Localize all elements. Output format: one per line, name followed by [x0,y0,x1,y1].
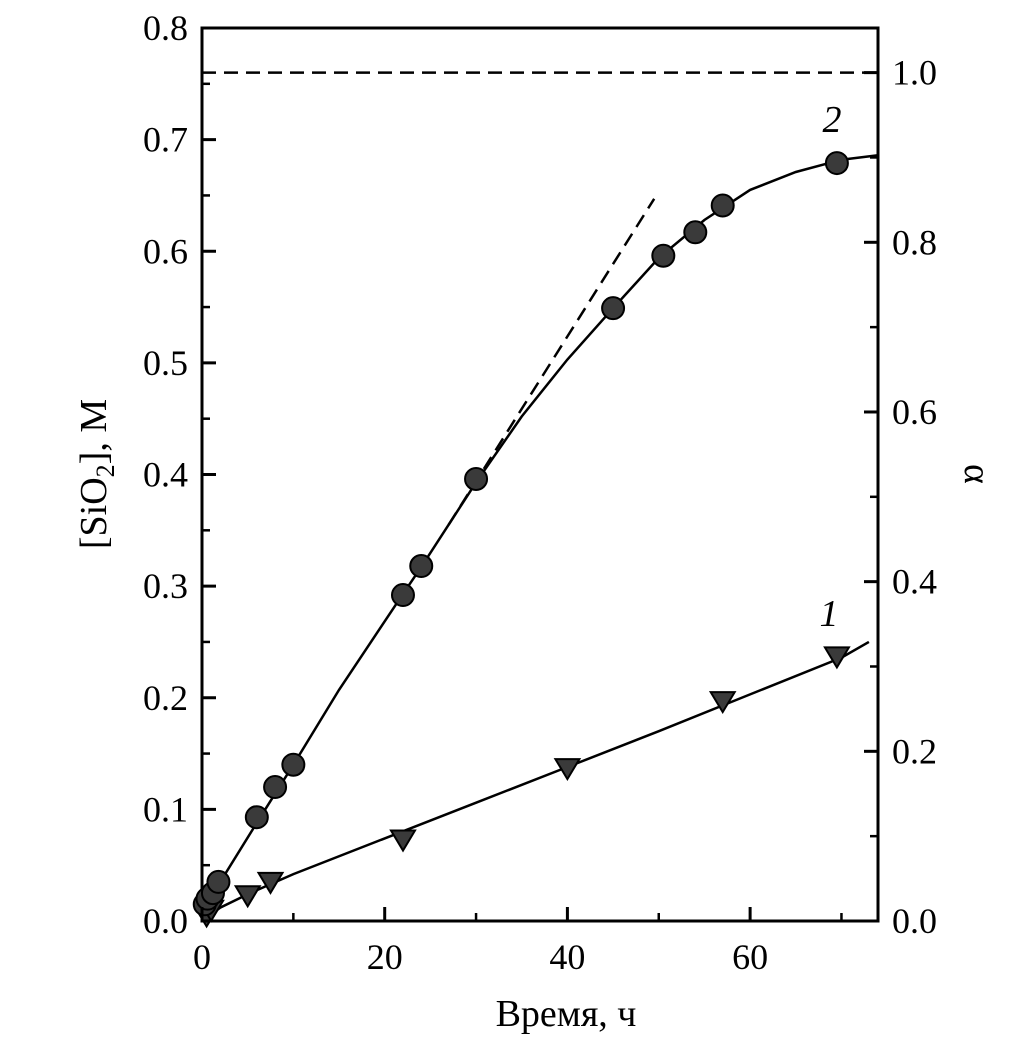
x-axis-title: Время, ч [496,993,637,1035]
y2-tick-label-1.0: 1.0 [892,53,937,93]
y-tick-label-0.7: 0.7 [143,120,188,160]
data-point-series-2 [683,220,708,245]
data-point-series-2 [464,466,489,491]
data-point-series-2 [244,805,269,830]
data-point-series-2 [390,583,415,608]
plot-frame [200,26,880,923]
data-point-series-2 [710,193,735,218]
fit-curve-series-1 [201,640,870,923]
data-point-series-1 [389,829,417,853]
y-tick-label-0.2: 0.2 [143,678,188,718]
data-point-series-1 [553,758,582,782]
x-tick-label-0: 0 [193,937,211,977]
plot-frame [200,26,880,923]
data-point-series-2 [409,554,434,579]
data-point-series-1 [233,885,262,909]
y2-tick-label-0.8: 0.8 [892,222,937,262]
y2-tick-label-0.4: 0.4 [892,562,937,602]
data-point-series-2 [824,151,849,176]
tangent-line-series-2 [447,198,656,526]
y-tick-label-0.0: 0.0 [143,901,188,941]
data-markers [192,151,851,929]
x-tick-label-40: 40 [549,937,585,977]
data-point-series-2 [281,752,306,777]
x-tick-label-20: 20 [367,937,403,977]
data-point-series-1 [256,871,285,895]
y-tick-label-0.4: 0.4 [143,455,188,495]
y-tick-label-0.1: 0.1 [143,789,188,829]
y-tick-label-0.3: 0.3 [143,566,188,606]
data-point-series-2 [206,869,231,894]
data-point-series-2 [263,775,288,800]
y2-tick-label-0.2: 0.2 [892,731,937,771]
fit-curve-series-2 [200,154,879,922]
data-point-series-2 [651,243,676,268]
y2-tick-label-0.0: 0.0 [892,901,937,941]
y-tick-label-0.5: 0.5 [143,343,188,383]
x-tick-label-60: 60 [732,937,768,977]
series-label-2: 2 [823,99,842,141]
y2-axis-title: α [956,464,998,484]
data-point-series-1 [823,646,851,670]
y-axis-title-post: ], M [73,399,115,464]
y-axis-title-sub: 2 [91,464,120,477]
y2-tick-label-0.6: 0.6 [892,392,937,432]
y-tick-label-0.8: 0.8 [143,8,188,48]
axis-ticks [200,26,878,923]
data-point-series-2 [601,296,626,321]
fit-curves [200,154,879,923]
series-label-1: 1 [820,593,839,635]
axis-labels: 0.0 0.1 0.2 0.3 0.4 0.5 0.6 0.7 0.8 0.0 0.2 0.4 0.6 0… [143,8,937,977]
y-axis-title-pre: [SiO [73,477,115,549]
data-point-series-1 [708,691,737,715]
y-tick-label-0.6: 0.6 [143,231,188,271]
y-axis-title: [SiO2], M [73,399,120,549]
